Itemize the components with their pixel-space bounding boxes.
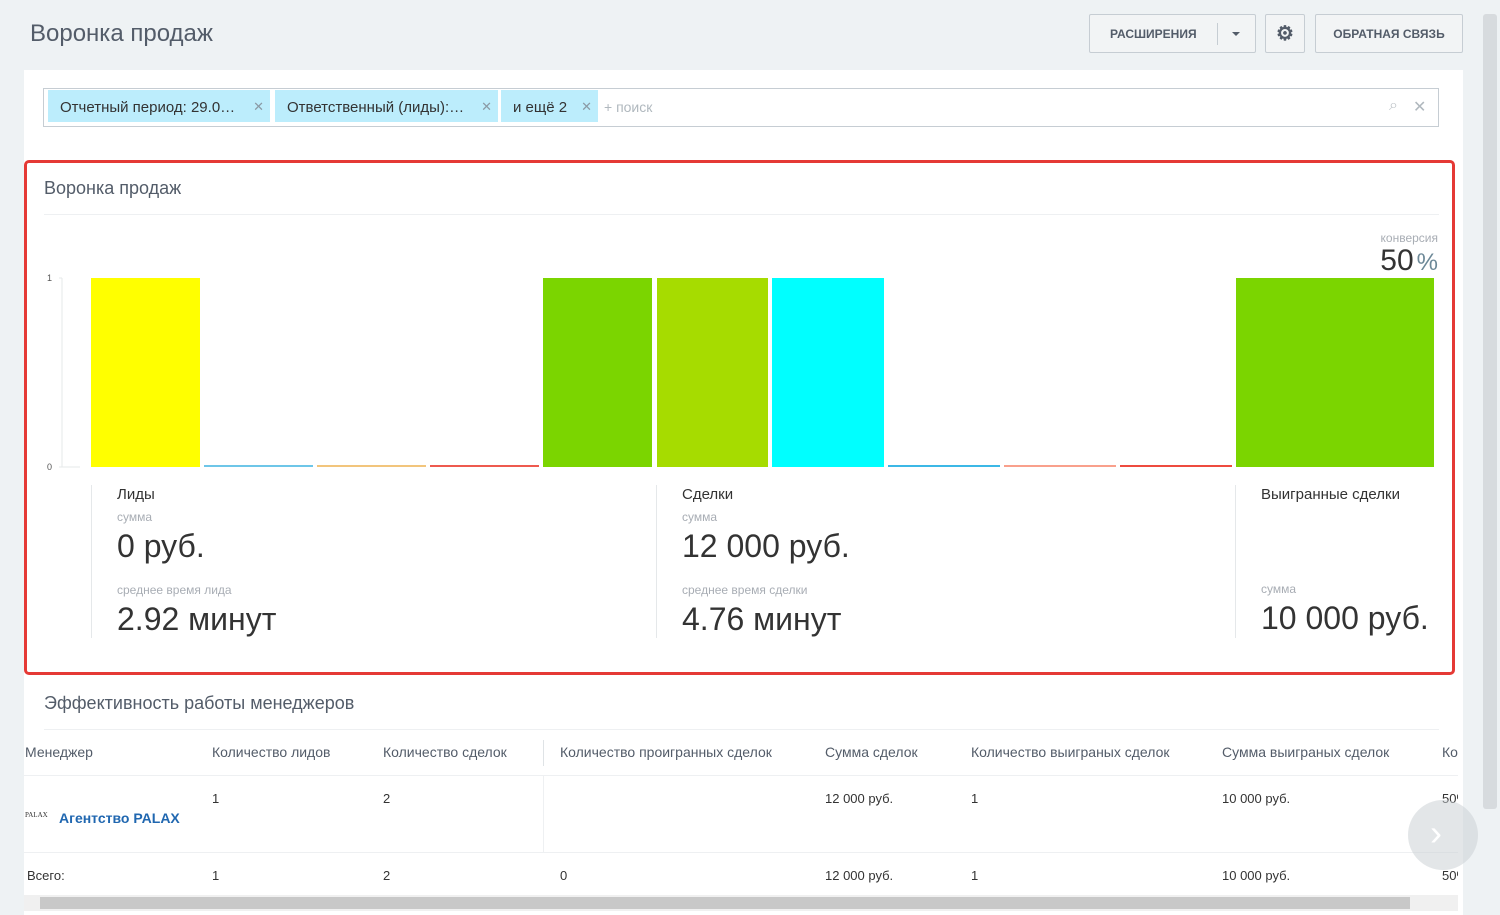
- chevron: ›: [1430, 812, 1442, 853]
- column-divider: [543, 776, 544, 852]
- h-scrollbar[interactable]: [24, 895, 1458, 911]
- stat-label: среднее время лида: [117, 583, 232, 597]
- y-tick-label: 0: [47, 462, 52, 472]
- column-header: Сумма выиграных сделок: [1222, 744, 1390, 760]
- table-cell: 12 000 руб.: [825, 791, 894, 806]
- filter-tag[interactable]: Отчетный период: 29.0… ✕: [48, 90, 270, 122]
- clear-icon[interactable]: ✕: [1413, 99, 1427, 116]
- table-cell: 12 000 руб.: [825, 868, 894, 883]
- divider: [1217, 23, 1218, 45]
- bar: [91, 278, 200, 467]
- tag-label: Ответственный (лиды):…: [287, 99, 465, 116]
- stat-label: сумма: [117, 510, 153, 524]
- stat-divider: [91, 485, 92, 638]
- tag-remove[interactable]: ✕: [481, 99, 492, 114]
- conversion-unit: %: [1416, 249, 1438, 276]
- stat-value: 12 000 руб.: [682, 528, 850, 564]
- table-cell: Всего:: [27, 868, 65, 883]
- table-cell: 10 000 руб.: [1222, 868, 1291, 883]
- filter-box[interactable]: [43, 88, 1439, 127]
- search-placeholder[interactable]: + поиск: [604, 99, 653, 115]
- table-cell: 0: [560, 868, 568, 883]
- conversion-label: конверсия: [1380, 231, 1438, 245]
- section-title: Эффективность работы менеджеров: [44, 693, 355, 713]
- funnel-chart: 01: [47, 273, 1434, 472]
- manager-link[interactable]: Агентство PALAX: [59, 810, 180, 826]
- y-tick-label: 1: [47, 273, 52, 283]
- stat-label: среднее время сделки: [682, 583, 808, 597]
- search-icon[interactable]: ⌕: [1389, 97, 1398, 114]
- bar: [772, 278, 884, 467]
- bar: [1004, 465, 1116, 467]
- stat-value: 0 руб.: [117, 528, 205, 564]
- scroll-right-button[interactable]: ›: [1408, 800, 1478, 870]
- column-header: Количество выиграных сделок: [971, 744, 1170, 760]
- h-scroll-thumb[interactable]: [40, 897, 1410, 909]
- extensions-button[interactable]: РАСШИРЕНИЯ: [1089, 14, 1256, 53]
- stat-title: Лиды: [117, 486, 155, 503]
- managers-table: Менеджер Количество лидов Количество сдело…: [24, 730, 1458, 895]
- button-label: РАСШИРЕНИЯ: [1110, 26, 1197, 41]
- table-cell: 1: [212, 868, 220, 883]
- tag-remove[interactable]: ✕: [581, 99, 592, 114]
- bar: [888, 465, 1000, 467]
- bar: [657, 278, 768, 467]
- table-cell: 2: [383, 791, 391, 806]
- bar: [317, 465, 426, 467]
- content-panel: [24, 70, 1463, 915]
- conversion-number: 50: [1380, 244, 1414, 277]
- stat-value: 4.76 минут: [682, 601, 842, 637]
- filter-tag[interactable]: и ещё 2 ✕: [501, 90, 598, 122]
- column-header: Менеджер: [25, 744, 93, 760]
- bar: [204, 465, 313, 467]
- stat-title: Выигранные сделки: [1261, 486, 1400, 503]
- column-header: Количество лидов: [212, 744, 331, 760]
- column-divider: [543, 740, 544, 766]
- table-cell: 50%: [1442, 868, 1458, 883]
- tag-remove[interactable]: ✕: [253, 99, 264, 114]
- column-header: Ко: [1442, 744, 1458, 760]
- table-cell: 2: [383, 868, 391, 883]
- tag-label: Отчетный период: 29.0…: [60, 99, 236, 116]
- stat-title: Сделки: [682, 486, 734, 503]
- stat-value: 10 000 руб.: [1261, 600, 1429, 636]
- row-divider: [24, 775, 1458, 776]
- scrollbar[interactable]: [1483, 14, 1497, 809]
- stat-divider: [656, 485, 657, 638]
- stat-label: сумма: [1261, 582, 1297, 596]
- column-header: Количество проигранных сделок: [560, 744, 772, 760]
- feedback-button[interactable]: ОБРАТНАЯ СВЯЗЬ: [1315, 14, 1463, 53]
- row-divider: [24, 852, 1458, 853]
- section-title: Воронка продаж: [44, 178, 182, 198]
- bar: [430, 465, 539, 467]
- highlight-frame: [24, 160, 1455, 675]
- bar: [1120, 465, 1232, 467]
- filter-tag[interactable]: Ответственный (лиды):… ✕: [275, 90, 498, 122]
- table-cell: 1: [212, 791, 220, 806]
- bar: [1236, 278, 1434, 467]
- table-cell: 1: [971, 791, 979, 806]
- dropdown-arrow[interactable]: [1232, 32, 1240, 40]
- page-title: Воронка продаж: [30, 20, 213, 47]
- divider: [44, 729, 1439, 730]
- stat-value: 2.92 минут: [117, 601, 277, 637]
- manager-logo: PALAX: [25, 811, 48, 819]
- button-label: ОБРАТНАЯ СВЯЗЬ: [1333, 26, 1445, 41]
- stat-divider: [1235, 485, 1236, 638]
- conversion-value: 50%: [1380, 244, 1438, 278]
- settings-button[interactable]: ⚙: [1265, 14, 1305, 53]
- table-cell: 10 000 руб.: [1222, 791, 1291, 806]
- bar: [543, 278, 652, 467]
- stat-label: сумма: [682, 510, 718, 524]
- table-cell: 1: [971, 868, 979, 883]
- column-header: Сумма сделок: [825, 744, 918, 760]
- column-header: Количество сделок: [383, 744, 507, 760]
- divider: [44, 214, 1439, 215]
- tag-label: и ещё 2: [513, 99, 568, 116]
